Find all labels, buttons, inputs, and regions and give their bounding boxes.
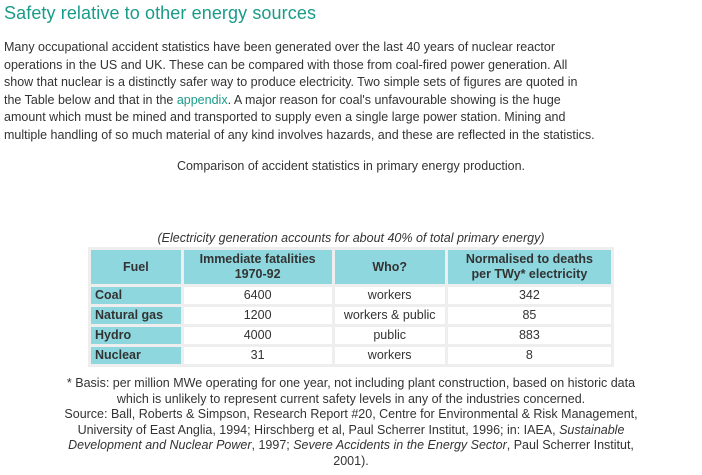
footnote-source-line: University of East Anglia, 1994; Hirschb… <box>0 423 702 439</box>
header-fatalities: Immediate fatalities 1970-92 <box>183 250 332 284</box>
cell-fatalities: 31 <box>183 347 332 364</box>
table-caption: Comparison of accident statistics in pri… <box>176 159 526 173</box>
table-row: Hydro 4000 public 883 <box>91 327 611 344</box>
intro-line: multiple handling of so much material of… <box>4 127 595 142</box>
table-row: Natural gas 1200 workers & public 85 <box>91 307 611 324</box>
cell-fatalities: 6400 <box>183 287 332 304</box>
source-text: , Paul Scherrer Institut, <box>506 438 634 452</box>
intro-line: Many occupational accident statistics ha… <box>4 40 556 54</box>
intro-paragraph: Many occupational accident statistics ha… <box>4 39 700 145</box>
cell-fuel: Natural gas <box>91 307 181 324</box>
source-text: University of East Anglia, 1994; Hirschb… <box>77 422 560 437</box>
footnote-source-line: Source: Ball, Roberts & Simpson, Researc… <box>64 407 638 421</box>
cell-fatalities: 4000 <box>183 327 332 344</box>
source-title: Sustainable <box>559 422 625 437</box>
cell-fuel: Coal <box>91 287 181 304</box>
table-footnote: * Basis: per million MWe operating for o… <box>0 376 702 469</box>
table-row: Nuclear 31 workers 8 <box>91 347 611 364</box>
intro-line: the Table below and that in the appendix… <box>4 92 700 110</box>
footnote-basis-line: which is unlikely to represent current s… <box>116 391 586 406</box>
cell-normalised: 342 <box>447 287 611 304</box>
footnote-basis-line: * Basis: per million MWe operating for o… <box>66 376 636 390</box>
cell-who: public <box>334 327 445 344</box>
appendix-link[interactable]: appendix <box>176 92 228 107</box>
source-title: Development and Nuclear Power <box>68 438 252 452</box>
header-who: Who? <box>334 250 445 284</box>
header-normalised-line2: per TWy* electricity <box>471 267 588 281</box>
header-fatalities-line1: Immediate fatalities <box>199 252 316 266</box>
header-normalised: Normalised to deaths per TWy* electricity <box>447 250 611 284</box>
cell-normalised: 8 <box>447 347 611 364</box>
intro-line: amount which must be mined and transport… <box>4 110 566 125</box>
source-text: , 1997; <box>251 438 294 452</box>
cell-fatalities: 1200 <box>183 307 332 324</box>
cell-who: workers <box>334 347 445 364</box>
footnote-source-line: Development and Nuclear Power, 1997; Sev… <box>0 438 702 454</box>
header-normalised-line1: Normalised to deaths <box>465 252 593 266</box>
source-title: Severe Accidents in the Energy Sector <box>293 438 507 452</box>
intro-text: the Table below and that in the <box>4 92 177 107</box>
intro-text: . A major reason for coal's unfavourable… <box>227 92 561 107</box>
accident-statistics-table: Fuel Immediate fatalities 1970-92 Who? No… <box>88 247 614 367</box>
cell-normalised: 883 <box>447 327 611 344</box>
cell-fuel: Nuclear <box>91 347 181 364</box>
cell-who: workers & public <box>334 307 445 324</box>
page-heading: Safety relative to other energy sources <box>4 3 317 23</box>
header-fatalities-line2: 1970-92 <box>234 267 281 281</box>
table-row: Coal 6400 workers 342 <box>91 287 611 304</box>
header-fuel: Fuel <box>91 250 181 284</box>
footnote-source-line: 2001). <box>333 453 369 468</box>
cell-who: workers <box>334 287 445 304</box>
table-header-row: Fuel Immediate fatalities 1970-92 Who? No… <box>91 250 611 284</box>
table-note: (Electricity generation accounts for abo… <box>157 231 545 245</box>
cell-fuel: Hydro <box>91 327 181 344</box>
cell-normalised: 85 <box>447 307 611 324</box>
intro-line: operations in the US and UK. These can b… <box>4 57 568 72</box>
intro-line: show that nuclear is a distinctly safer … <box>4 75 578 90</box>
